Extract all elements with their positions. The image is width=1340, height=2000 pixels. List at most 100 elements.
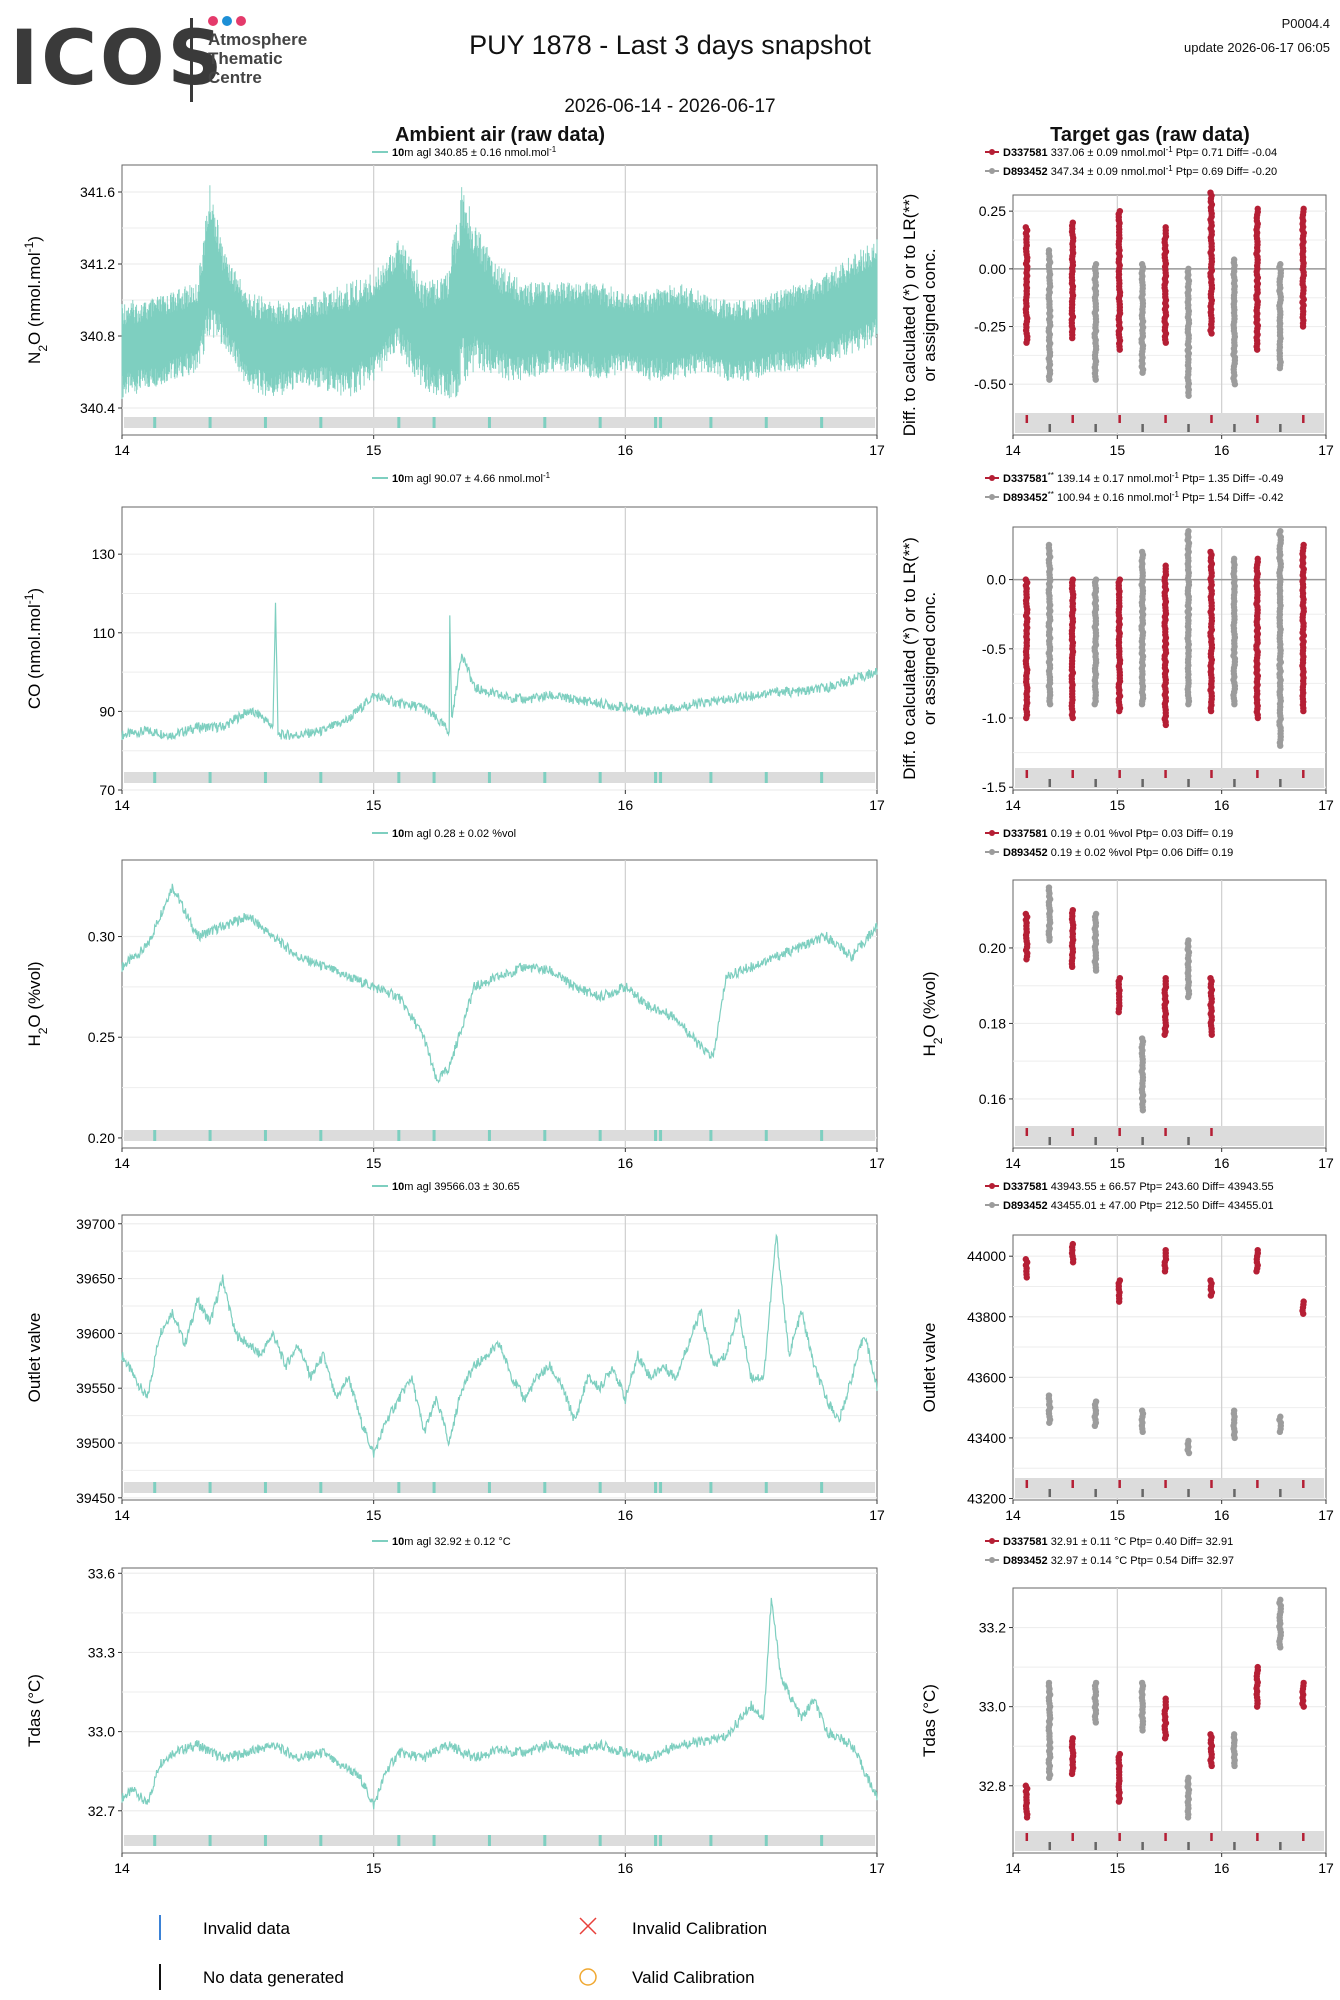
legend-text: 100.94 ± 0.16 nmol.mol (1054, 492, 1172, 504)
calibration-flag (709, 417, 713, 428)
y-tick-label: -0.25 (974, 319, 1006, 335)
legend-label-D337581: D337581 337.06 ± 0.09 nmol.mol-1 Ptp= 0.… (1003, 145, 1277, 160)
legend-text: 337.06 ± 0.09 nmol.mol (1048, 147, 1166, 159)
x-tick-label: 16 (618, 1860, 634, 1876)
y-tick-label: 33.6 (88, 1565, 115, 1581)
calibration-flag (487, 1835, 491, 1846)
legend-series-name: D893452 (1003, 166, 1048, 178)
calibration-flag (208, 772, 212, 783)
x-tick-label: 16 (1214, 1155, 1230, 1171)
flag-band (124, 417, 875, 428)
y-tick-label: 0.30 (88, 929, 115, 945)
target-chart-1: -0.50 -0.25 0.00 0.25 14 15 16 17 D337581 337.06… (900, 145, 1334, 459)
legend-text: 139.14 ± 0.17 nmol.mol (1054, 473, 1172, 485)
calibration-flag (1256, 1833, 1259, 1841)
target-point (1185, 392, 1192, 399)
calibration-flag (319, 1835, 323, 1846)
calibration-flag (820, 1482, 824, 1493)
calibration-flag (1094, 779, 1097, 787)
y-tick-label: 43600 (967, 1369, 1006, 1385)
calibration-flag (1233, 1842, 1236, 1850)
y-axis-label-text: O (%vol) (920, 971, 939, 1037)
plot-frame (1012, 1234, 1327, 1501)
flag-band (124, 1482, 875, 1493)
plot-frame (1012, 1587, 1327, 1854)
x-tick-label: 16 (1214, 1507, 1230, 1523)
calibration-flag (659, 417, 663, 428)
ambient-column-title: Ambient air (raw data) (394, 124, 606, 146)
target-point (1091, 700, 1098, 708)
x-tick-label: 15 (366, 1155, 382, 1171)
calibration-flag (1210, 770, 1213, 778)
calibration-flag (709, 1835, 713, 1846)
calibration-flag (764, 772, 768, 783)
y-axis-label-sup: -1 (22, 593, 36, 604)
y-axis-label: Diff. to calculated (*) or to LR(**)or a… (900, 194, 939, 437)
y-axis-label: N2O (nmol.mol-1) (22, 236, 50, 364)
legend-label-10m: 10m agl 0.28 ± 0.02 %vol (392, 828, 516, 840)
target-point (1185, 1449, 1193, 1457)
target-point (1023, 1274, 1030, 1281)
legend-text: m agl 32.92 ± 0.12 °C (404, 1536, 510, 1548)
target-point (1231, 381, 1239, 388)
x-tick-label: 14 (114, 1155, 130, 1171)
target-point (1115, 707, 1123, 715)
ambient-chart-3: 0.20 0.25 0.30 14 15 16 17 10m agl 0.28 ± 0.02 … (25, 828, 885, 1171)
y-axis-label: CO (nmol.mol-1) (22, 588, 44, 709)
flag-band (124, 1130, 875, 1141)
calibration-flag (432, 417, 436, 428)
calibration-flag (543, 1130, 547, 1141)
x-tick-label: 17 (869, 442, 885, 458)
legend-series-name: D337581 (1003, 828, 1048, 840)
y-axis-label: Diff. to calculated (*) or to LR(**)or a… (900, 537, 939, 780)
y-tick-label: 43800 (967, 1309, 1006, 1325)
calibration-flag (820, 772, 824, 783)
target-point (1046, 1419, 1053, 1426)
target-point (1068, 963, 1076, 971)
calibration-flag (709, 1130, 713, 1141)
legend-swatch-dot (989, 475, 995, 481)
calibration-flag (263, 772, 267, 783)
calibration-flag (1141, 1842, 1144, 1850)
y-tick-label: -0.50 (974, 376, 1006, 392)
target-point (1253, 346, 1261, 353)
plot-frame (121, 1214, 878, 1501)
calibration-flag (1025, 1833, 1029, 1841)
y-tick-label: 32.8 (979, 1778, 1006, 1794)
target-point (1139, 1727, 1146, 1734)
calibration-flag (1187, 424, 1190, 432)
flag-band (124, 1835, 875, 1846)
x-tick-label: 17 (869, 1155, 885, 1171)
target-point (1253, 1268, 1260, 1275)
legend-tail: Ptp= 1.35 Diff= -0.49 (1179, 473, 1283, 485)
calibration-flag (764, 1835, 768, 1846)
logo-dot-3 (236, 16, 246, 26)
y-tick-label: 39500 (76, 1435, 115, 1451)
calibration-flag (153, 417, 157, 428)
legend-series-name: D337581 (1003, 147, 1048, 159)
page-title: PUY 1878 - Last 3 days snapshot (469, 30, 871, 60)
calibration-flag (1025, 1480, 1029, 1488)
y-tick-label: -1.0 (982, 710, 1006, 726)
plot-frame (121, 859, 878, 1149)
y-tick-label: 44000 (967, 1248, 1006, 1264)
calibration-flag (319, 417, 323, 428)
calibration-flag (1187, 1842, 1190, 1850)
calibration-flag (598, 1482, 602, 1493)
series-line-10m (121, 1233, 878, 1458)
invalid-calibration-label: Invalid Calibration (632, 1919, 767, 1938)
x-tick-label: 14 (114, 1507, 130, 1523)
calibration-flag (397, 1130, 401, 1141)
legend-label-D893452: D893452 43455.01 ± 47.00 Ptp= 212.50 Dif… (1003, 1200, 1274, 1212)
calibration-flag (1279, 779, 1282, 787)
calibration-flag (820, 417, 824, 428)
x-tick-label: 15 (366, 797, 382, 813)
y-tick-label: 70 (99, 782, 115, 798)
legend-label-D337581: D337581** 139.14 ± 0.17 nmol.mol-1 Ptp= … (1003, 471, 1283, 486)
legend-label-10m: 10m agl 90.07 ± 4.66 nmol.mol-1 (392, 471, 551, 486)
calibration-flag (1187, 1137, 1190, 1145)
x-tick-label: 17 (1318, 797, 1334, 813)
calibration-flag (153, 1835, 157, 1846)
y-tick-label: 130 (92, 546, 116, 562)
target-point (1231, 700, 1238, 708)
